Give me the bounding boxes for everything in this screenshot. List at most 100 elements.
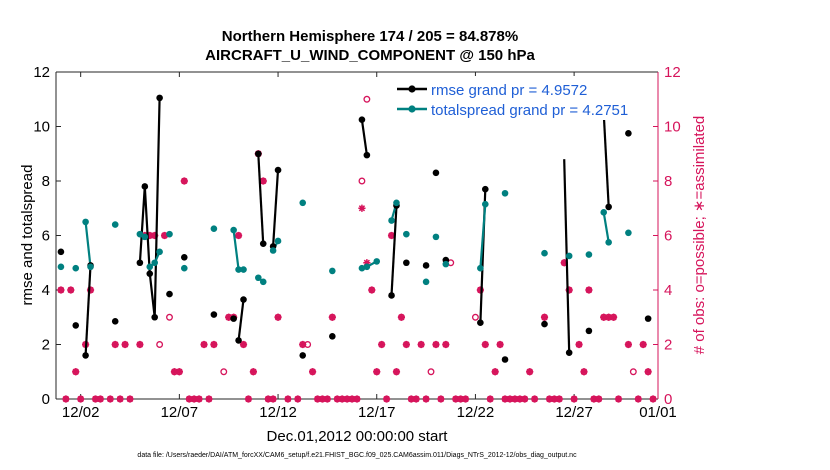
rmse-point (141, 183, 149, 190)
obs-assimilated-marker (244, 395, 253, 403)
spread-point (210, 225, 218, 232)
spread-point (136, 230, 144, 238)
obs-assimilated-marker (432, 340, 440, 349)
spread-point (146, 263, 154, 271)
rmse-point (136, 259, 144, 267)
rmse-point (422, 262, 430, 269)
obs-assimilated-marker (225, 313, 233, 321)
rmse-point (274, 166, 282, 174)
legend-box (394, 76, 652, 120)
obs-assimilated-marker (442, 340, 450, 349)
y-axis-label: rmse and totalspread (19, 165, 36, 306)
obs-assimilated-marker (205, 395, 213, 403)
rmse-line-segment (84, 265, 92, 356)
obs-assimilated-marker (91, 395, 100, 403)
spread-point (151, 259, 158, 267)
obs-assimilated-marker (437, 395, 445, 403)
rmse-point (230, 315, 237, 322)
spread-point (363, 263, 371, 271)
obs-assimilated-marker (457, 395, 465, 403)
spread-point (501, 189, 509, 197)
spread-point (82, 218, 89, 226)
y-tick-label: 0 (42, 391, 50, 408)
obs-assimilated-marker (540, 313, 549, 321)
obs-assimilated-marker (185, 395, 193, 403)
obs-assimilated-marker (274, 313, 282, 321)
obs-assimilated-marker (284, 395, 292, 403)
x-axis-label: Dec.01,2012 00:00:00 start (267, 428, 449, 445)
spread-point (605, 239, 612, 246)
rmse-point (432, 169, 440, 177)
obs-assimilated-marker (151, 231, 159, 240)
obs-assimilated-marker (649, 395, 657, 403)
obs-assimilated-marker (605, 313, 613, 321)
rmse-point (388, 292, 395, 299)
spread-point (481, 200, 489, 208)
obs-assimilated-marker (239, 340, 248, 349)
rmse-line-segment (272, 170, 280, 247)
y-tick-label: 6 (42, 228, 50, 245)
y-right-tick-label: 6 (664, 228, 672, 245)
rmse-point (166, 290, 173, 298)
obs-assimilated-marker (461, 395, 470, 403)
obs-assimilated-marker (501, 395, 509, 403)
spread-point (57, 263, 65, 271)
rmse-point (625, 130, 632, 137)
spread-point (625, 229, 632, 237)
legend-rmse-label: rmse grand pr = 4.9572 (431, 82, 587, 99)
obs-possible-marker (629, 368, 637, 376)
rmse-point (156, 94, 163, 102)
rmse-point (180, 253, 188, 261)
obs-possible-marker (220, 368, 228, 376)
spread-point (565, 252, 573, 260)
obs-assimilated-marker (200, 340, 208, 349)
chart-title-line2: AIRCRAFT_U_WIND_COMPONENT @ 150 hPa (205, 47, 535, 64)
obs-assimilated-marker (526, 368, 534, 376)
spread-point (422, 278, 430, 286)
spread-point (329, 267, 336, 275)
obs-assimilated-marker (126, 395, 134, 403)
obs-assimilated-marker (358, 204, 366, 212)
x-tick-label: 12/07 (161, 404, 199, 421)
obs-assimilated-marker (600, 313, 608, 321)
obs-assimilated-marker (294, 395, 302, 403)
obs-assimilated-marker (368, 286, 376, 294)
obs-assimilated-marker (383, 395, 391, 403)
rmse-point (541, 320, 548, 328)
obs-assimilated-marker (521, 395, 529, 403)
rmse-point (358, 116, 366, 123)
series-markers (57, 94, 652, 363)
obs-assimilated-marker (486, 395, 494, 403)
obs-assimilated-marker (77, 395, 85, 403)
obs-assimilated-marker (160, 231, 169, 240)
spread-point (600, 209, 608, 216)
obs-assimilated-marker (136, 340, 144, 349)
obs-assimilated-marker (121, 340, 129, 349)
rmse-point (72, 322, 80, 329)
obs-assimilated-marker (170, 368, 179, 376)
rmse-line-segment (602, 112, 610, 207)
legend-spread: totalspread grand pr = 4.2751 (397, 102, 628, 119)
spread-point (111, 221, 119, 228)
x-tick-label: 12/02 (62, 404, 100, 421)
y-right-tick-label: 0 (664, 391, 672, 408)
obs-assimilated-marker (387, 231, 396, 240)
rmse-point (255, 150, 262, 158)
y-right-tick-label: 4 (664, 282, 672, 299)
spread-point (259, 278, 267, 286)
rmse-point (235, 337, 242, 344)
obs-assimilated-marker (86, 286, 95, 294)
spread-point (274, 237, 282, 245)
x-tick-label: 12/22 (457, 404, 495, 421)
spread-line-segment (84, 221, 92, 267)
obs-assimilated-marker (560, 259, 568, 267)
rmse-point (259, 240, 267, 247)
obs-assimilated-marker (333, 395, 341, 403)
obs-assimilated-marker (407, 395, 415, 403)
rmse-point (240, 296, 247, 303)
axes: 0 2 4 6 8 10 12 0 2 4 6 8 10 12 12/02 12/07 12/12 12/17 12… (33, 64, 680, 421)
obs-possible-marker (363, 95, 371, 103)
obs-assimilated-marker (259, 177, 267, 185)
spread-point (230, 226, 237, 234)
spread-point (269, 247, 277, 254)
